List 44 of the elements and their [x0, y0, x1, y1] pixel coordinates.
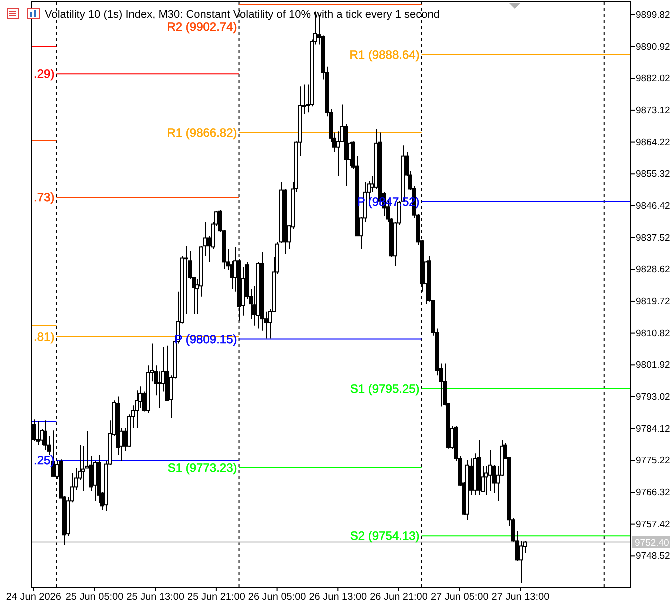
x-tick-label: 27 Jun 13:00 — [492, 592, 550, 604]
candlestick — [520, 540, 524, 584]
x-tick-label: 27 Jun 05:00 — [430, 592, 490, 604]
series-label: .81) — [34, 330, 55, 344]
y-tick-label: 9873.12 — [636, 106, 670, 116]
y-tick-label: 9801.92 — [636, 360, 670, 372]
series-label: S1 (9773.23) — [168, 460, 238, 475]
candlestick — [488, 450, 492, 492]
candlestick — [36, 420, 40, 446]
x-tick-label: 24 Jun 2026 — [6, 592, 62, 604]
y-tick-label: 9855.32 — [636, 169, 670, 180]
x-tick-label: 25 Jun 05:00 — [66, 592, 124, 604]
x-tick-label: 25 Jun 21:00 — [188, 592, 246, 604]
y-tick-label: 9899.82 — [636, 10, 670, 21]
x-tick-label: 25 Jun 13:00 — [126, 592, 185, 604]
y-tick-label: 9864.22 — [636, 137, 670, 148]
y-tick-label: 9775.22 — [636, 456, 670, 467]
y-tick-label: 9882.02 — [636, 74, 670, 85]
candlestick — [82, 446, 86, 492]
series-label: R2 (9902.74) — [167, 20, 238, 34]
ref-line-label: 9752.40 — [635, 538, 670, 549]
y-tick-label: 9757.42 — [636, 519, 670, 530]
y-tick-label: 9819.72 — [636, 296, 670, 308]
y-tick-label: 9837.52 — [636, 232, 670, 244]
y-tick-label: 9846.42 — [636, 201, 670, 212]
y-tick-label: 9810.82 — [636, 328, 670, 340]
candlestick — [94, 460, 98, 502]
x-tick-label: 26 Jun 21:00 — [370, 592, 428, 604]
y-tick-label: 9766.32 — [636, 488, 670, 499]
series-label: .73) — [34, 190, 55, 205]
y-tick-label: 9890.92 — [636, 42, 670, 53]
series-label: R1 (9866.82) — [167, 126, 238, 140]
x-tick-label: 26 Jun 13:00 — [309, 592, 368, 604]
x-tick-label: 26 Jun 05:00 — [248, 592, 307, 604]
series-label: S1 (9795.25) — [350, 382, 420, 396]
y-tick-label: 9748.52 — [636, 551, 670, 562]
series-label: S2 (9754.13) — [350, 529, 420, 544]
candlestick — [136, 390, 140, 430]
y-tick-label: 9784.12 — [636, 424, 670, 435]
series-label: R1 (9888.64) — [350, 48, 420, 62]
y-tick-label: 9828.62 — [636, 264, 670, 276]
candlestick — [158, 371, 162, 409]
y-tick-label: 9793.02 — [636, 392, 670, 404]
series-label: .29) — [34, 67, 55, 82]
